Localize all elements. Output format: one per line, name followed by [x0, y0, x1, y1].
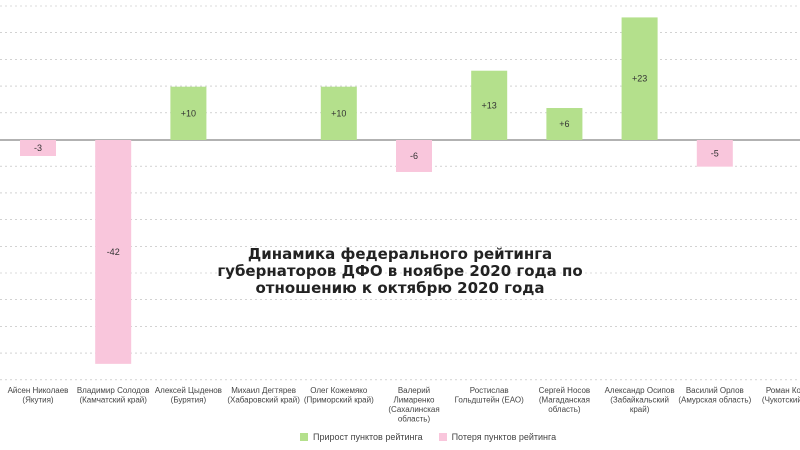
- bar-value-label: +10: [181, 108, 196, 118]
- category-label: Олег Кожемяко (Приморский край): [304, 386, 374, 405]
- legend-swatch-gain: [300, 433, 308, 441]
- category-label: Василий Орлов (Амурская область): [678, 386, 751, 405]
- bar-value-label: +10: [331, 108, 346, 118]
- bars-group: [20, 17, 733, 364]
- category-label: Айсен Николаев (Якутия): [8, 386, 69, 405]
- category-label: Александр Осипов (Забайкальский край): [605, 386, 675, 414]
- bar-value-label: +6: [559, 119, 569, 129]
- bar-value-label: -5: [711, 148, 719, 158]
- bar: [95, 140, 132, 364]
- bar: [320, 86, 357, 140]
- bar-value-label: +23: [632, 74, 647, 84]
- bar: [170, 86, 207, 140]
- legend-label-loss: Потеря пунктов рейтинга: [451, 432, 557, 442]
- bar: [471, 70, 508, 140]
- legend-swatch-loss: [438, 433, 447, 441]
- bar-value-label: -42: [107, 247, 120, 257]
- category-label: Сергей Носов (Магаданская область): [539, 386, 591, 414]
- bar-labels-group: -3 -42 +10 +10 -6 +13 +6 +23 -5: [34, 74, 719, 257]
- category-label: Алексей Цыденов (Бурятия): [155, 386, 222, 405]
- category-labels-group: Айсен Николаев (Якутия) Владимир Солодов (К…: [8, 386, 800, 424]
- legend-item-loss: Потеря пунктов рейтинга: [438, 432, 557, 442]
- chart-title-line-3: отношению к октябрю 2020 года: [255, 279, 545, 297]
- chart-title-line-1: Динамика федерального рейтинга: [247, 245, 553, 263]
- category-label: Валерий Лимаренко (Сахалинская область): [388, 386, 439, 424]
- chart-legend: Прирост пунктов рейтинга Потеря пунктов …: [300, 432, 556, 442]
- bar: [696, 140, 733, 167]
- category-label: Владимир Солодов (Камчатский край): [77, 386, 150, 405]
- bar-value-label: +13: [482, 100, 497, 110]
- category-label: Михаил Дегтярев (Хабаровский край): [227, 386, 300, 405]
- bar: [20, 140, 56, 156]
- chart-title-line-2: губернаторов ДФО в ноябре 2020 года по: [217, 262, 583, 280]
- chart-title: Динамика федерального рейтинга губернато…: [200, 246, 600, 297]
- bar: [396, 140, 432, 172]
- bar: [621, 17, 658, 140]
- category-label: Ростислав Гольдштейн (ЕАО): [455, 386, 525, 405]
- category-label: Роман Копин(Чукотский АО): [762, 386, 800, 405]
- legend-item-gain: Прирост пунктов рейтинга: [300, 432, 423, 442]
- bar-value-label: -6: [410, 151, 418, 161]
- bar: [546, 108, 583, 140]
- legend-label-gain: Прирост пунктов рейтинга: [313, 432, 423, 442]
- bar-value-label: -3: [34, 143, 42, 153]
